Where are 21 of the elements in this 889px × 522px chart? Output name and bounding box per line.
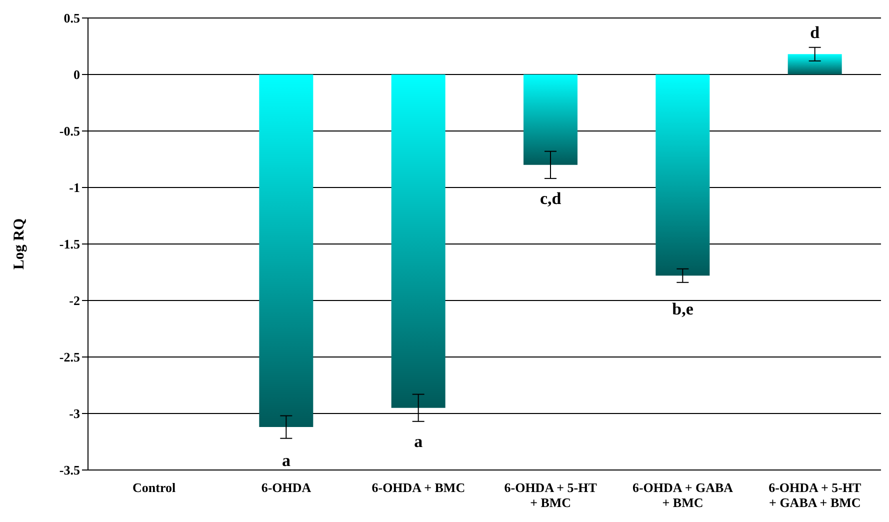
y-tick-label: 0 xyxy=(74,67,80,82)
annotation: a xyxy=(414,432,424,451)
x-tick-label: 6-OHDA + 5-HT + GABA + BMC xyxy=(768,480,862,510)
x-tick-label: 6-OHDA + BMC xyxy=(372,480,466,495)
y-tick-label: -2 xyxy=(69,293,80,308)
y-tick-label: -1 xyxy=(69,180,80,196)
x-tick-label: Control xyxy=(132,480,176,495)
annotation: b,e xyxy=(672,300,694,319)
y-tick-label: -3.5 xyxy=(59,462,80,478)
y-axis-title: Log RQ xyxy=(11,218,28,270)
x-tick-label: 6-OHDA + 5-HT + BMC xyxy=(504,480,598,510)
y-tick-label: -2.5 xyxy=(59,350,80,365)
annotation: a xyxy=(282,451,291,470)
y-tick-label: -3 xyxy=(69,406,80,422)
y-tick-label: 0.5 xyxy=(64,10,80,26)
y-tick-label: -1.5 xyxy=(59,236,80,252)
x-tick-label: 6-OHDA xyxy=(261,480,312,495)
annotation: c,d xyxy=(540,188,562,208)
y-tick-label: -0.5 xyxy=(59,124,80,139)
x-tick-label: 6-OHDA + GABA + BMC xyxy=(632,480,734,510)
annotation: d xyxy=(810,23,820,42)
